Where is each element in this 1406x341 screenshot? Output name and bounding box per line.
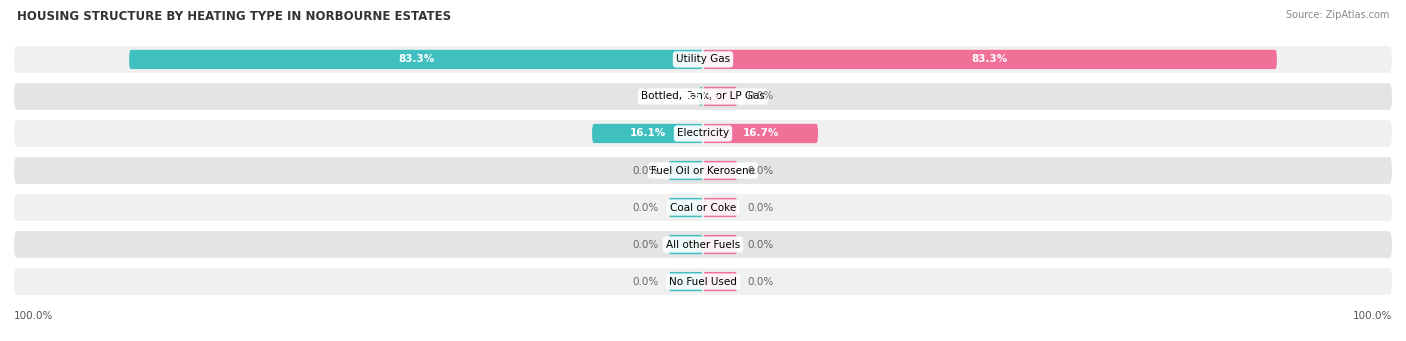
Text: 0.0%: 0.0% [631, 165, 658, 176]
Text: No Fuel Used: No Fuel Used [669, 277, 737, 286]
FancyBboxPatch shape [669, 272, 703, 291]
FancyBboxPatch shape [703, 272, 738, 291]
FancyBboxPatch shape [14, 120, 1392, 147]
Text: 100.0%: 100.0% [14, 311, 53, 321]
Text: 83.3%: 83.3% [972, 55, 1008, 64]
Text: 100.0%: 100.0% [1353, 311, 1392, 321]
Text: 0.0%: 0.0% [631, 203, 658, 212]
Text: All other Fuels: All other Fuels [666, 239, 740, 250]
Text: 16.1%: 16.1% [630, 129, 665, 138]
Text: HOUSING STRUCTURE BY HEATING TYPE IN NORBOURNE ESTATES: HOUSING STRUCTURE BY HEATING TYPE IN NOR… [17, 10, 451, 23]
Text: Source: ZipAtlas.com: Source: ZipAtlas.com [1285, 10, 1389, 20]
FancyBboxPatch shape [14, 194, 1392, 221]
FancyBboxPatch shape [703, 198, 738, 217]
Text: 16.7%: 16.7% [742, 129, 779, 138]
Text: 0.0%: 0.0% [748, 239, 775, 250]
Text: Fuel Oil or Kerosene: Fuel Oil or Kerosene [651, 165, 755, 176]
FancyBboxPatch shape [669, 198, 703, 217]
Text: Electricity: Electricity [676, 129, 730, 138]
FancyBboxPatch shape [703, 161, 738, 180]
Text: Utility Gas: Utility Gas [676, 55, 730, 64]
FancyBboxPatch shape [129, 50, 703, 69]
FancyBboxPatch shape [14, 231, 1392, 258]
FancyBboxPatch shape [14, 46, 1392, 73]
FancyBboxPatch shape [669, 235, 703, 254]
FancyBboxPatch shape [669, 161, 703, 180]
Text: 0.0%: 0.0% [748, 91, 775, 102]
Text: 0.0%: 0.0% [748, 203, 775, 212]
FancyBboxPatch shape [703, 124, 818, 143]
Text: 0.0%: 0.0% [748, 277, 775, 286]
Text: Coal or Coke: Coal or Coke [669, 203, 737, 212]
Text: Bottled, Tank, or LP Gas: Bottled, Tank, or LP Gas [641, 91, 765, 102]
FancyBboxPatch shape [703, 50, 1277, 69]
FancyBboxPatch shape [592, 124, 703, 143]
Text: 83.3%: 83.3% [398, 55, 434, 64]
FancyBboxPatch shape [703, 87, 738, 106]
Text: 0.0%: 0.0% [748, 165, 775, 176]
FancyBboxPatch shape [14, 83, 1392, 110]
FancyBboxPatch shape [699, 87, 703, 106]
FancyBboxPatch shape [14, 268, 1392, 295]
FancyBboxPatch shape [14, 157, 1392, 184]
Text: 0.0%: 0.0% [631, 239, 658, 250]
Text: 0.0%: 0.0% [631, 277, 658, 286]
Text: 0.57%: 0.57% [683, 91, 720, 102]
FancyBboxPatch shape [703, 235, 738, 254]
